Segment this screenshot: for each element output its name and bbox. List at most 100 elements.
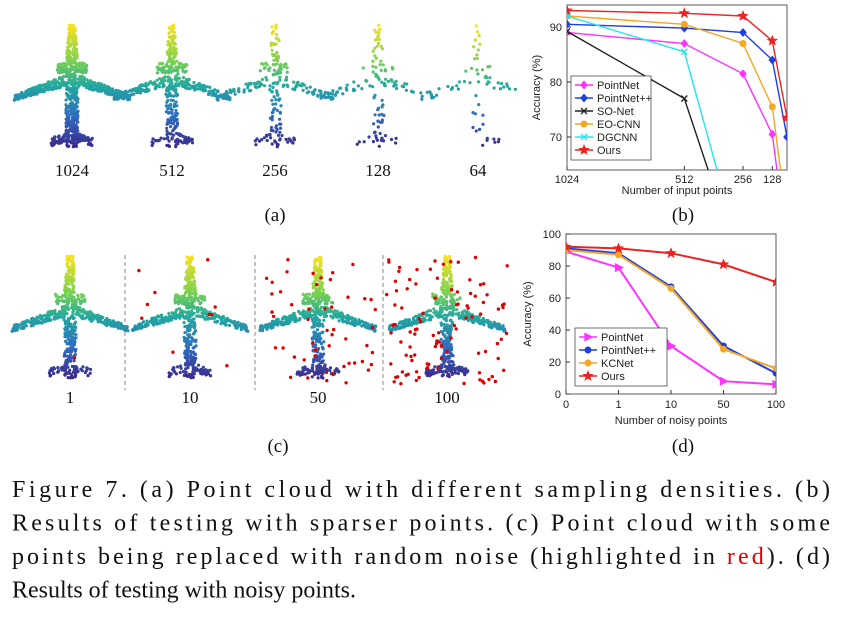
point <box>62 315 66 319</box>
y-tick-label: 40 <box>549 325 561 337</box>
point <box>274 102 278 106</box>
point <box>194 344 198 348</box>
point <box>443 306 447 311</box>
point <box>136 327 140 331</box>
point <box>334 312 338 316</box>
point <box>166 52 170 57</box>
point <box>71 145 75 149</box>
point <box>315 364 319 369</box>
point <box>173 116 177 121</box>
point <box>315 335 319 340</box>
point <box>71 259 75 263</box>
point <box>392 84 396 88</box>
point <box>394 136 398 140</box>
point <box>18 95 22 99</box>
point <box>394 86 399 91</box>
point <box>165 129 169 133</box>
point <box>492 137 496 141</box>
point <box>57 86 61 90</box>
point <box>121 94 125 98</box>
point <box>507 87 512 91</box>
point <box>278 110 282 114</box>
point <box>186 329 190 333</box>
point <box>486 319 490 323</box>
noise-point <box>490 374 494 379</box>
point <box>192 84 196 88</box>
point <box>51 81 55 85</box>
point <box>492 320 496 324</box>
point <box>444 273 448 278</box>
point <box>192 367 196 371</box>
point <box>167 111 171 115</box>
point <box>285 83 289 87</box>
point <box>140 87 144 91</box>
point <box>318 291 322 295</box>
point <box>316 347 321 351</box>
point <box>481 122 485 126</box>
noise-point <box>278 290 283 294</box>
noise-point <box>505 264 509 268</box>
point <box>201 312 206 316</box>
point <box>222 94 226 98</box>
point <box>325 302 329 306</box>
noise-point <box>313 348 318 352</box>
point <box>428 309 433 313</box>
point <box>116 320 120 325</box>
point <box>172 26 176 30</box>
point <box>25 319 29 323</box>
point <box>221 96 225 100</box>
point <box>272 68 276 72</box>
point <box>432 311 436 315</box>
point <box>190 287 194 291</box>
point <box>319 96 323 100</box>
point <box>374 56 378 60</box>
noise-point <box>464 316 468 320</box>
point <box>480 318 484 322</box>
point <box>74 130 78 134</box>
noise-point <box>332 327 336 332</box>
point <box>194 290 198 294</box>
point <box>298 316 302 321</box>
point <box>270 98 274 102</box>
point <box>184 62 188 67</box>
point <box>185 255 189 259</box>
x-axis-label: Number of noisy points <box>615 415 728 427</box>
point <box>292 138 297 142</box>
point <box>420 94 424 98</box>
point <box>456 87 460 91</box>
point <box>102 83 106 87</box>
caption-line: points being replaced with random noise … <box>12 544 830 570</box>
point <box>117 94 121 98</box>
point <box>456 371 460 376</box>
point <box>371 85 375 89</box>
noise-point <box>476 351 481 355</box>
point <box>411 90 415 94</box>
noise-point <box>502 368 506 372</box>
point <box>275 91 279 95</box>
point <box>69 44 73 48</box>
point <box>337 319 341 323</box>
point <box>360 87 364 91</box>
point <box>177 65 181 69</box>
point <box>450 295 454 299</box>
point <box>386 79 390 83</box>
point <box>390 79 394 83</box>
point <box>439 321 443 325</box>
noise-point <box>286 258 290 262</box>
noise-point <box>414 370 419 374</box>
noise-point <box>445 349 449 354</box>
noise-point <box>417 317 421 321</box>
point <box>181 84 185 88</box>
point <box>278 130 282 134</box>
noise-point <box>264 276 269 280</box>
point <box>373 38 377 42</box>
noise-point <box>468 278 472 282</box>
point <box>379 59 383 63</box>
noise-point <box>393 322 397 327</box>
point <box>285 322 289 326</box>
point <box>31 316 35 320</box>
point <box>174 89 178 93</box>
point <box>75 120 79 124</box>
noise-point <box>306 317 310 322</box>
point <box>320 331 324 335</box>
